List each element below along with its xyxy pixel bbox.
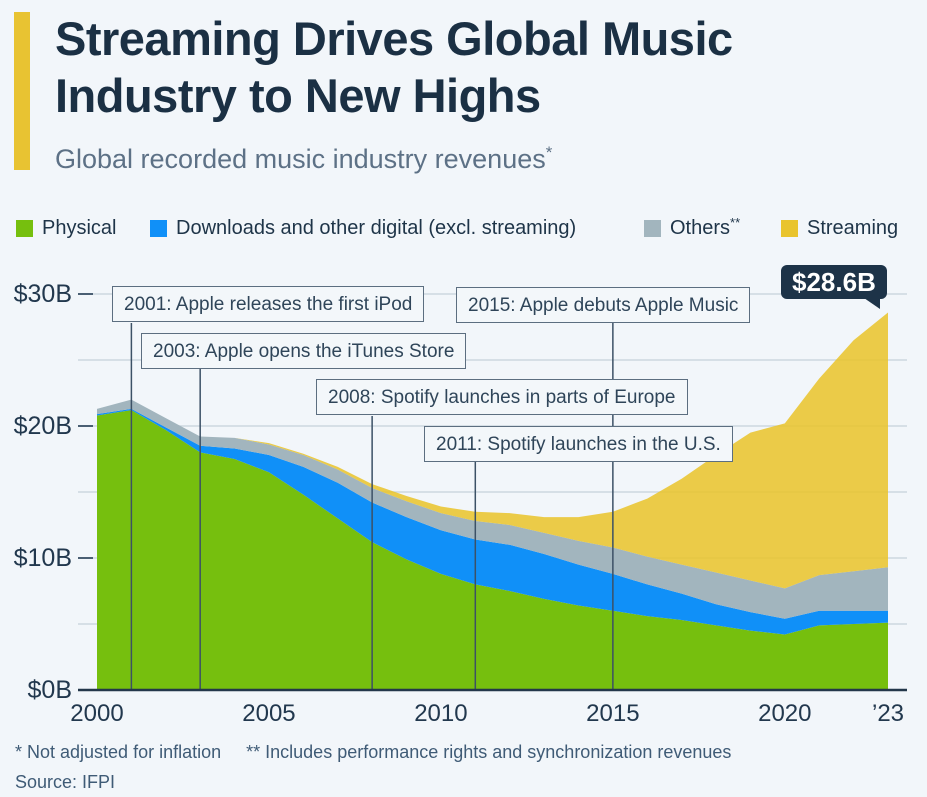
chart-subtitle: Global recorded music industry revenues* (55, 143, 552, 175)
legend-label-physical: Physical (42, 216, 117, 239)
x-axis-label-2023: ’23 (871, 700, 905, 727)
legend-swatch-physical (16, 219, 33, 237)
y-axis-label-0b: $0B (27, 676, 72, 704)
x-axis-label-2015: 2015 (586, 700, 640, 727)
area-streaming (97, 312, 888, 589)
legend-label-downloads: Downloads and other digital (excl. strea… (176, 216, 577, 239)
legend-label-streaming: Streaming (807, 216, 899, 239)
legend-swatch-others (644, 219, 661, 237)
y-axis-label-30b: $30B (13, 280, 72, 308)
legend-others-footnote-marker: ** (730, 214, 741, 230)
title-line-1: Streaming Drives Global Music (55, 12, 733, 65)
subtitle-text: Global recorded music industry revenues (55, 144, 546, 174)
title-line-2: Industry to New Highs (55, 69, 541, 123)
x-axis-label-2005: 2005 (242, 700, 296, 727)
legend-item-physical: Physical (16, 216, 117, 239)
page-title: Streaming Drives Global Music Industry to… (55, 10, 733, 125)
subtitle-footnote-marker: * (545, 143, 553, 162)
annotation-2008-spotify-eu: 2008: Spotify launches in parts of Europ… (316, 379, 688, 415)
footnotes: * Not adjusted for inflation ** Includes… (15, 742, 731, 763)
x-axis-label-2010: 2010 (414, 700, 468, 727)
source-attribution: Source: IFPI (15, 772, 116, 792)
y-axis-label-10b: $10B (13, 544, 72, 572)
callout-pointer (863, 298, 880, 309)
footnote-others: ** Includes performance rights and synch… (246, 742, 732, 762)
callout-value: $28.6B (792, 267, 876, 297)
y-axis-label-20b: $20B (13, 412, 72, 440)
x-axis-label-2020: 2020 (758, 700, 812, 727)
area-downloads (97, 408, 888, 635)
value-callout-badge: $28.6B (781, 265, 887, 309)
x-axis-label-2000: 2000 (70, 700, 124, 727)
annotation-2015-apple-music: 2015: Apple debuts Apple Music (456, 287, 751, 323)
area-others (97, 399, 888, 619)
footnote-inflation: * Not adjusted for inflation (15, 742, 222, 762)
legend-item-streaming: Streaming (781, 216, 899, 239)
legend-swatch-streaming (781, 219, 798, 237)
legend-item-downloads: Downloads and other digital (excl. strea… (150, 216, 577, 239)
annotation-2003-itunes: 2003: Apple opens the iTunes Store (141, 333, 467, 369)
annotation-2011-spotify-us: 2011: Spotify launches in the U.S. (424, 426, 733, 462)
annotation-2001-ipod: 2001: Apple releases the first iPod (112, 286, 425, 322)
legend-item-others: Others ** (644, 214, 741, 239)
legend-swatch-downloads (150, 219, 167, 237)
legend-label-others: Others (670, 216, 731, 239)
title-accent-bar (14, 12, 30, 170)
area-physical (97, 410, 888, 690)
